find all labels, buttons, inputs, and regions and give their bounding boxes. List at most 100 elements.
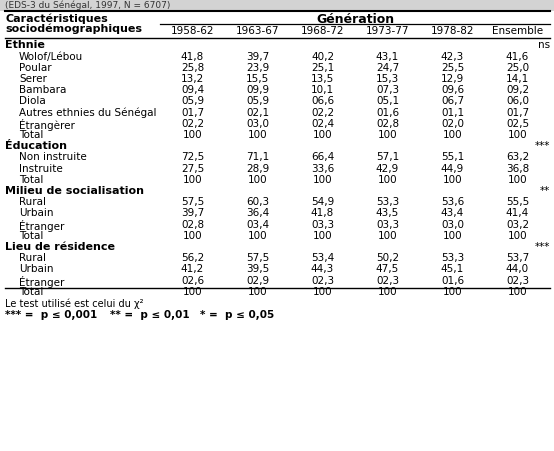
Text: Autres ethnies du Sénégal: Autres ethnies du Sénégal	[19, 108, 156, 118]
Text: 72,5: 72,5	[181, 152, 204, 162]
Text: 02,9: 02,9	[246, 276, 269, 285]
Text: ***: ***	[535, 242, 550, 252]
Text: Ensemble: Ensemble	[492, 26, 543, 36]
Text: Étranger: Étranger	[19, 276, 64, 288]
Text: 100: 100	[443, 231, 462, 241]
Text: 41,8: 41,8	[311, 208, 334, 218]
Text: 57,5: 57,5	[181, 197, 204, 207]
Text: 41,8: 41,8	[181, 52, 204, 62]
Text: 39,7: 39,7	[246, 52, 269, 62]
Text: *** =  p ≤ 0,001: *** = p ≤ 0,001	[5, 310, 98, 320]
Text: 25,0: 25,0	[506, 63, 529, 73]
Text: Caractéristiques: Caractéristiques	[5, 13, 107, 23]
Text: 36,4: 36,4	[246, 208, 269, 218]
Text: 15,3: 15,3	[376, 74, 399, 84]
Text: 28,9: 28,9	[246, 164, 269, 174]
Text: 1958-62: 1958-62	[171, 26, 214, 36]
Text: 03,3: 03,3	[376, 220, 399, 230]
Text: 05,9: 05,9	[181, 97, 204, 106]
Text: 100: 100	[378, 231, 397, 241]
Text: 25,8: 25,8	[181, 63, 204, 73]
Text: 1978-82: 1978-82	[431, 26, 474, 36]
Text: 07,3: 07,3	[376, 85, 399, 95]
Text: 43,5: 43,5	[376, 208, 399, 218]
Text: 06,6: 06,6	[311, 97, 334, 106]
Text: 02,2: 02,2	[181, 119, 204, 129]
Text: 53,4: 53,4	[311, 253, 334, 263]
Text: 02,8: 02,8	[181, 220, 204, 230]
Text: 02,8: 02,8	[376, 119, 399, 129]
Text: 03,0: 03,0	[441, 220, 464, 230]
Text: Urbain: Urbain	[19, 208, 54, 218]
Text: 44,9: 44,9	[441, 164, 464, 174]
Text: 13,2: 13,2	[181, 74, 204, 84]
Text: Total: Total	[19, 130, 43, 140]
Text: Wolof/Lébou: Wolof/Lébou	[19, 52, 83, 62]
Text: 12,9: 12,9	[441, 74, 464, 84]
Text: 100: 100	[443, 175, 462, 185]
Text: Ethnie: Ethnie	[5, 41, 45, 51]
Text: 01,1: 01,1	[441, 108, 464, 118]
Text: 15,5: 15,5	[246, 74, 269, 84]
Text: 02,6: 02,6	[181, 276, 204, 285]
Text: 53,3: 53,3	[441, 253, 464, 263]
Text: 100: 100	[312, 231, 332, 241]
Text: 01,6: 01,6	[441, 276, 464, 285]
Text: 10,1: 10,1	[311, 85, 334, 95]
Text: 02,0: 02,0	[441, 119, 464, 129]
Text: 100: 100	[183, 130, 202, 140]
Text: 55,5: 55,5	[506, 197, 529, 207]
Text: 03,2: 03,2	[506, 220, 529, 230]
Text: 57,1: 57,1	[376, 152, 399, 162]
Text: 41,6: 41,6	[506, 52, 529, 62]
Text: 60,3: 60,3	[246, 197, 269, 207]
Text: 01,7: 01,7	[181, 108, 204, 118]
Text: 42,3: 42,3	[441, 52, 464, 62]
Text: 53,6: 53,6	[441, 197, 464, 207]
Text: sociodémographiques: sociodémographiques	[5, 23, 142, 33]
Text: 02,5: 02,5	[506, 119, 529, 129]
Text: **: **	[540, 186, 550, 196]
Text: 100: 100	[248, 175, 268, 185]
Text: Rural: Rural	[19, 253, 46, 263]
Text: 02,3: 02,3	[311, 276, 334, 285]
Text: (EDS-3 du Sénégal, 1997, N = 6707): (EDS-3 du Sénégal, 1997, N = 6707)	[5, 1, 171, 10]
Text: 43,4: 43,4	[441, 208, 464, 218]
Text: Rural: Rural	[19, 197, 46, 207]
Text: 01,6: 01,6	[376, 108, 399, 118]
Text: Total: Total	[19, 175, 43, 185]
Text: ns: ns	[538, 41, 550, 51]
Text: Lieu de résidence: Lieu de résidence	[5, 242, 115, 252]
Text: 100: 100	[312, 175, 332, 185]
Text: Le test utilisé est celui du χ²: Le test utilisé est celui du χ²	[5, 299, 143, 309]
Text: 09,9: 09,9	[246, 85, 269, 95]
Text: 24,7: 24,7	[376, 63, 399, 73]
Text: 55,1: 55,1	[441, 152, 464, 162]
Text: Total: Total	[19, 231, 43, 241]
Text: 41,2: 41,2	[181, 264, 204, 275]
Text: 100: 100	[378, 130, 397, 140]
Text: 100: 100	[312, 287, 332, 297]
Text: 44,3: 44,3	[311, 264, 334, 275]
Text: Milieu de socialisation: Milieu de socialisation	[5, 186, 144, 196]
Text: 44,0: 44,0	[506, 264, 529, 275]
Text: 06,0: 06,0	[506, 97, 529, 106]
Text: 100: 100	[378, 175, 397, 185]
Text: 71,1: 71,1	[246, 152, 269, 162]
Text: * =  p ≤ 0,05: * = p ≤ 0,05	[200, 310, 274, 320]
Text: 53,3: 53,3	[376, 197, 399, 207]
Text: 23,9: 23,9	[246, 63, 269, 73]
Text: 53,7: 53,7	[506, 253, 529, 263]
Text: 100: 100	[248, 130, 268, 140]
Text: 02,1: 02,1	[246, 108, 269, 118]
Text: 09,4: 09,4	[181, 85, 204, 95]
Text: Éducation: Éducation	[5, 141, 67, 151]
Text: Étranger: Étranger	[19, 220, 64, 232]
Text: 03,4: 03,4	[246, 220, 269, 230]
Text: 01,7: 01,7	[506, 108, 529, 118]
Text: 100: 100	[248, 287, 268, 297]
Text: 41,4: 41,4	[506, 208, 529, 218]
Text: 100: 100	[183, 287, 202, 297]
Text: 47,5: 47,5	[376, 264, 399, 275]
Text: 25,1: 25,1	[311, 63, 334, 73]
